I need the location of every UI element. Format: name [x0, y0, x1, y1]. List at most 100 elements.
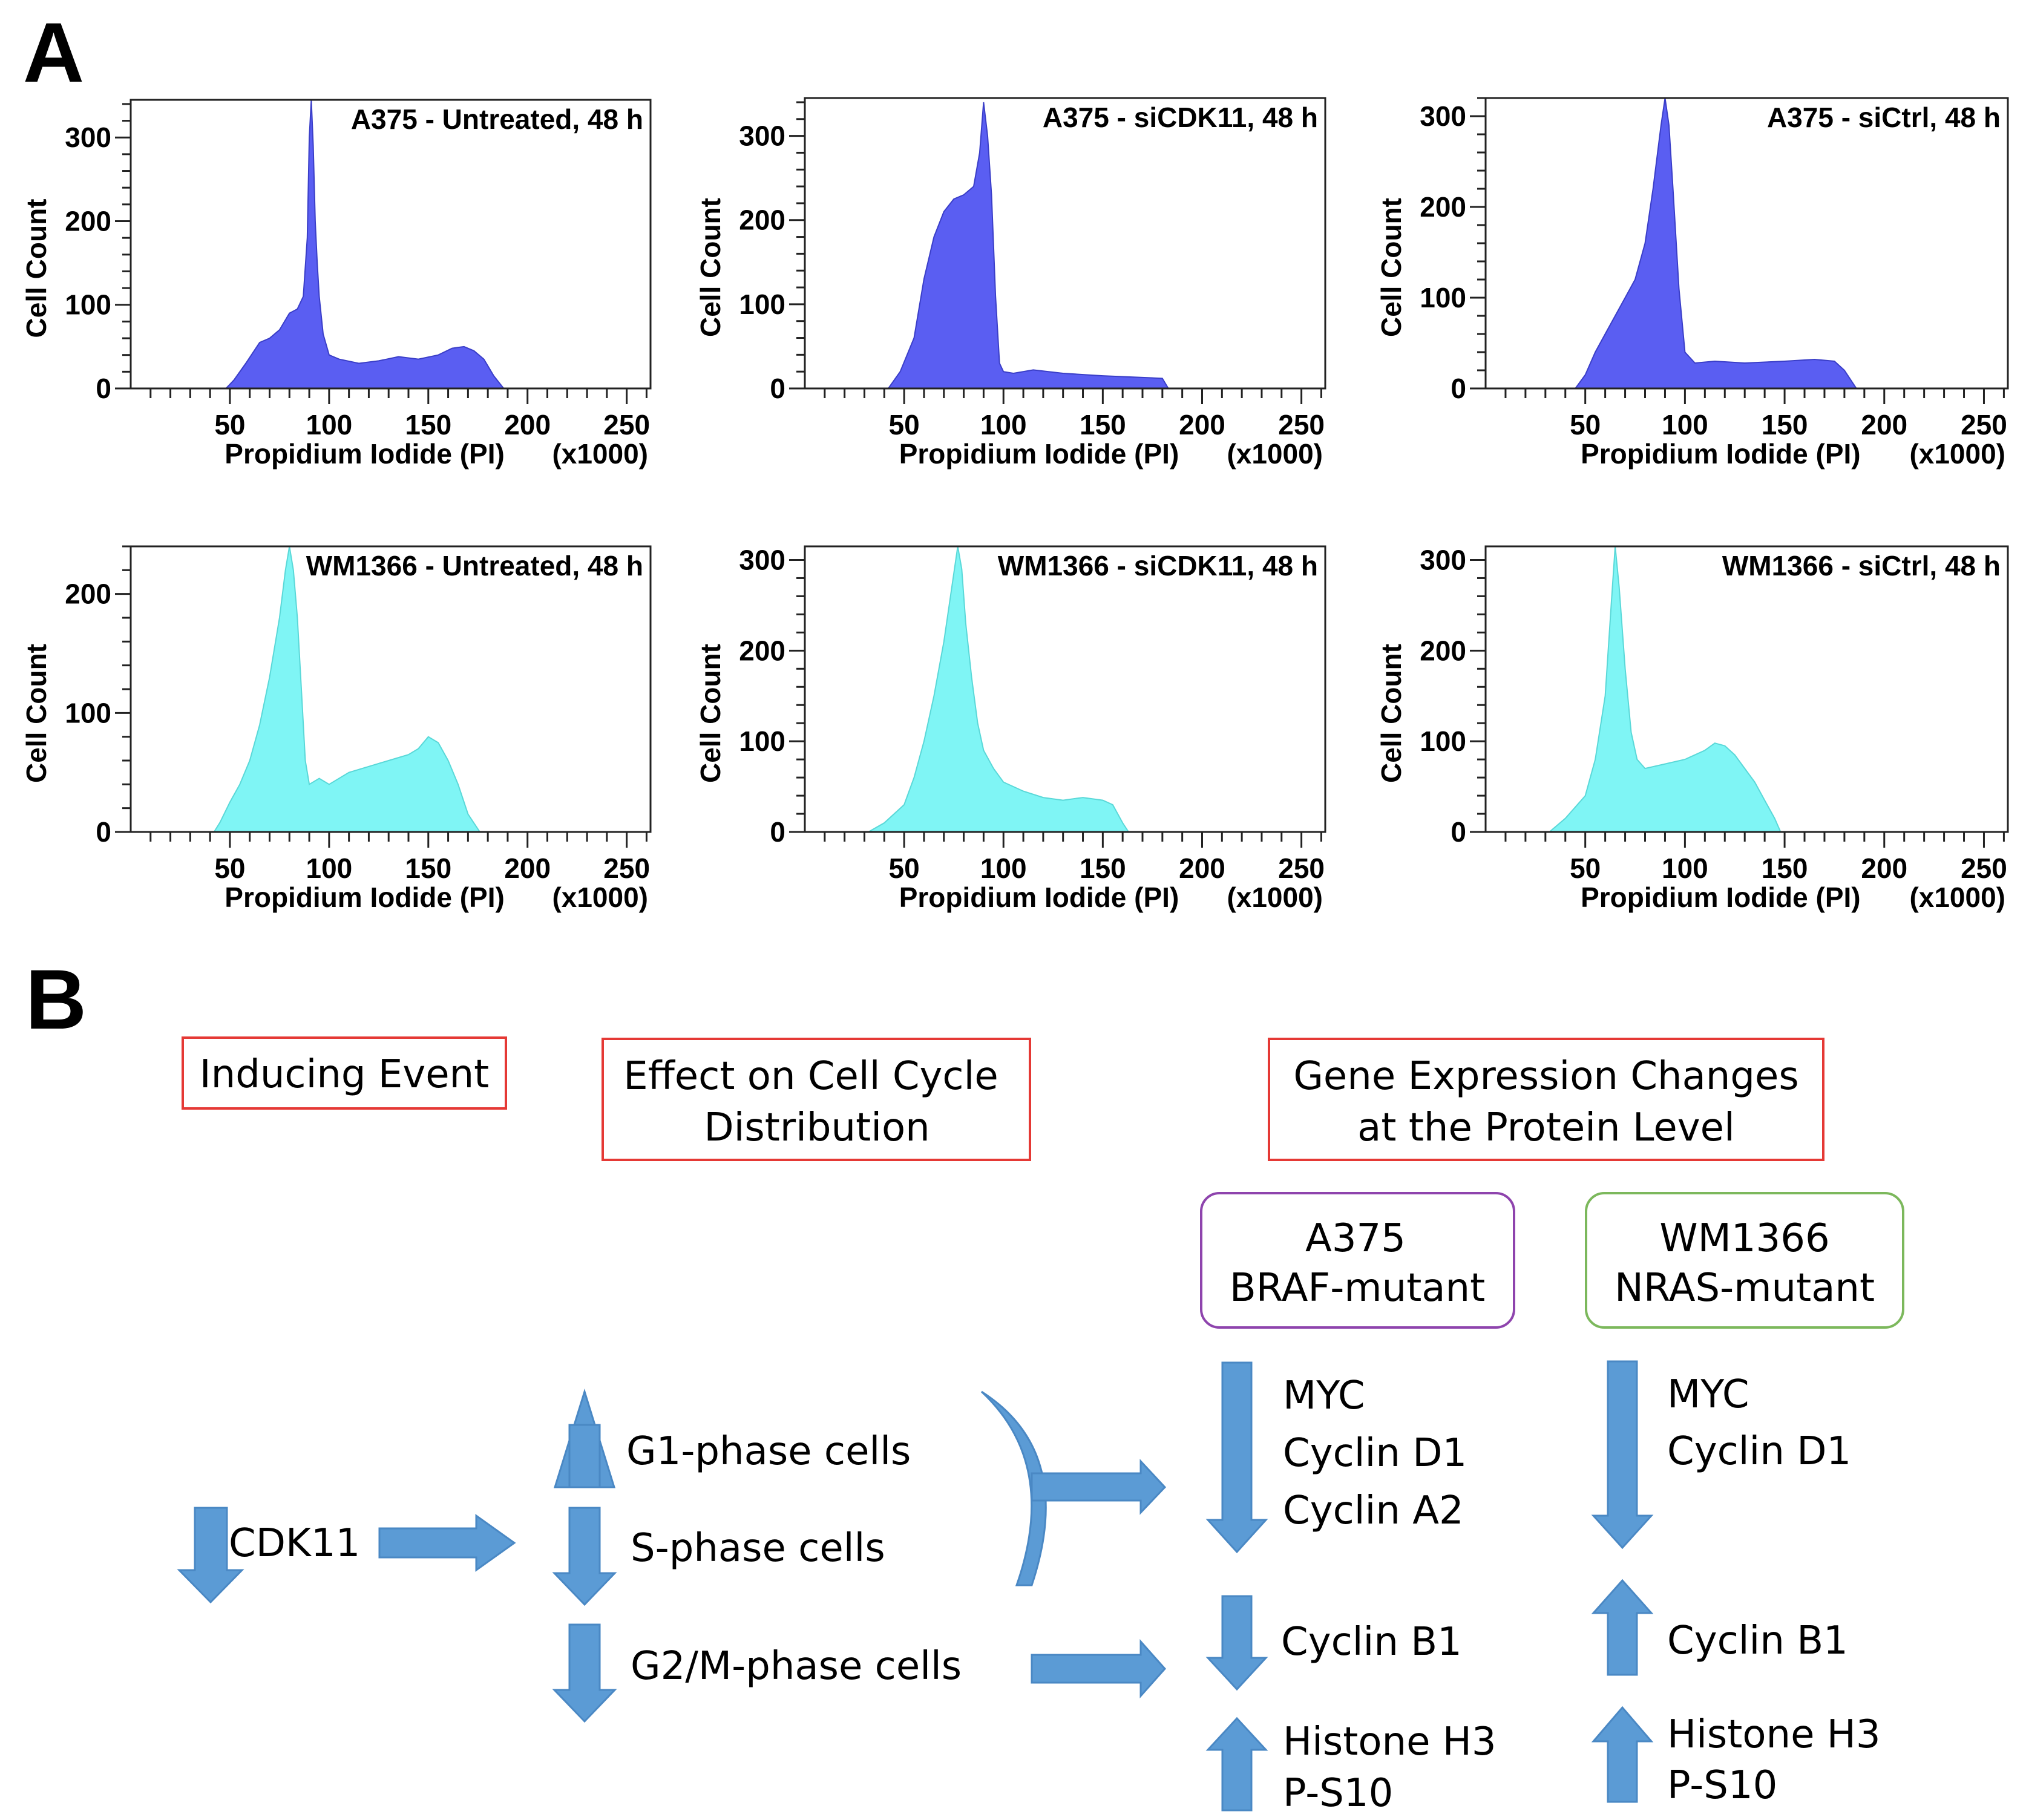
wm1366-myc-down-arrow	[1591, 1360, 1654, 1550]
g2m-down-arrow	[552, 1623, 617, 1723]
a375-myc: MYC	[1283, 1373, 1365, 1418]
wm1366-myc: MYC	[1667, 1372, 1749, 1417]
x-tick-label: 150	[1080, 409, 1126, 440]
diagram-arrows	[177, 1360, 1654, 1812]
cdk11-right-arrow	[378, 1514, 516, 1572]
x-tick-label: 100	[306, 853, 352, 884]
y-tick-label: 200	[1420, 191, 1466, 223]
y-tick-label: 100	[739, 289, 785, 320]
wm1366-cyclin-b1: Cyclin B1	[1667, 1619, 1848, 1663]
wm1366-name: WM1366	[1659, 1216, 1829, 1261]
y-axis-label: Cell Count	[1375, 198, 1407, 337]
x-tick-label: 50	[889, 853, 920, 884]
histogram-6: 50 100 150 200 250 Propidium Iodide (PI) (x100…	[1375, 544, 2009, 913]
histogram-2: 50 100 150 200 250 Propidium Iodide (PI) (x100…	[695, 97, 1326, 470]
wm1366-h3-up-arrow	[1591, 1706, 1654, 1803]
x-tick-label: 100	[1662, 409, 1708, 440]
histogram-area	[866, 546, 1129, 833]
merge-bracket	[980, 1390, 1047, 1586]
histogram-title: WM1366 - Untreated, 48 h	[306, 550, 643, 581]
y-tick-label: 300	[739, 544, 785, 575]
y-tick-label: 0	[770, 373, 785, 404]
inducing-event-box	[182, 1036, 507, 1110]
histogram-title: A375 - siCtrl, 48 h	[1767, 102, 2001, 133]
y-axis-label: Cell Count	[695, 644, 726, 783]
histogram-4: 50 100 150 200 250 Propidium Iodide (PI) (x100…	[21, 545, 652, 913]
y-tick-label: 100	[1420, 282, 1466, 313]
histogram-area	[1574, 97, 1858, 389]
diagram-headers: Inducing Event Effect on Cell Cycle Dist…	[182, 1036, 1824, 1161]
gene-expression-box	[1268, 1038, 1824, 1161]
x-tick-label: 100	[306, 409, 352, 440]
plot-frame	[1484, 97, 2009, 390]
x-tick-label: 250	[1278, 853, 1325, 884]
histogram-panels: 50 100 150 200 250 Propidium Iodide (PI) (x100…	[21, 97, 2009, 913]
diagram-labels: CDK11 G1-phase cells S-phase cells G2/M-…	[229, 1372, 1881, 1816]
y-tick-label: 0	[96, 373, 111, 404]
x-tick-label: 200	[1179, 409, 1225, 440]
x-tick-label: 150	[1080, 853, 1126, 884]
plot-frame	[804, 545, 1326, 833]
x-axis-label: Propidium Iodide (PI)	[1581, 438, 1861, 470]
x-tick-label: 150	[1762, 409, 1808, 440]
wm1366-b1-up-arrow	[1591, 1579, 1654, 1676]
x-axis-label: Propidium Iodide (PI)	[899, 882, 1179, 913]
histogram-title: WM1366 - siCtrl, 48 h	[1722, 550, 2001, 581]
plot-frame	[804, 97, 1326, 390]
a375-cyclin-d1: Cyclin D1	[1283, 1431, 1467, 1476]
x-axis-label: Propidium Iodide (PI)	[225, 438, 505, 470]
g2m-label: G2/M-phase cells	[631, 1644, 962, 1689]
x-tick-label: 250	[1961, 409, 2007, 440]
histogram-area	[1547, 546, 1782, 833]
a375-h3-up-arrow	[1205, 1717, 1268, 1812]
gene-expression-label-line1: Gene Expression Changes	[1293, 1054, 1798, 1099]
x-tick-label: 250	[1961, 853, 2007, 884]
plot-frame	[1484, 545, 2009, 833]
a375-b1-down-arrow	[1205, 1595, 1268, 1691]
gene-expression-label-line2: at the Protein Level	[1357, 1105, 1735, 1150]
inducing-event-label: Inducing Event	[200, 1052, 489, 1097]
y-tick-label: 300	[1420, 544, 1466, 575]
x-tick-label: 50	[214, 409, 245, 440]
wm1366-cyclin-d1: Cyclin D1	[1667, 1429, 1851, 1474]
y-tick-label: 200	[65, 578, 111, 610]
x-tick-label: 50	[1570, 853, 1601, 884]
cell-line-boxes: A375 BRAF-mutant WM1366 NRAS-mutant	[1200, 1192, 1904, 1329]
y-tick-label: 200	[1420, 635, 1466, 666]
x-tick-label: 200	[1861, 409, 1907, 440]
x-tick-label: 250	[603, 853, 650, 884]
y-tick-label: 300	[1420, 100, 1466, 132]
histogram-5: 50 100 150 200 250 Propidium Iodide (PI) (x100…	[695, 544, 1326, 913]
a375-type: BRAF-mutant	[1230, 1266, 1485, 1311]
x-tick-label: 200	[1179, 853, 1225, 884]
x-axis-label: Propidium Iodide (PI)	[225, 882, 505, 913]
y-axis-label: Cell Count	[21, 199, 52, 338]
a375-histone-h3: Histone H3	[1283, 1720, 1497, 1764]
y-tick-label: 100	[739, 725, 785, 757]
x-axis-unit: (x1000)	[1909, 882, 2005, 913]
y-tick-label: 100	[65, 697, 111, 728]
histogram-title: A375 - Untreated, 48 h	[351, 103, 643, 135]
effect-label-line2: Distribution	[704, 1105, 929, 1150]
x-axis-label: Propidium Iodide (PI)	[1581, 882, 1861, 913]
x-axis-label: Propidium Iodide (PI)	[899, 438, 1179, 470]
panel-label-a: A	[23, 5, 84, 100]
y-tick-label: 100	[1420, 725, 1466, 757]
histogram-title: A375 - siCDK11, 48 h	[1043, 102, 1318, 133]
x-tick-label: 200	[504, 853, 551, 884]
x-axis-unit: (x1000)	[552, 882, 648, 913]
wm1366-ps10: P-S10	[1667, 1763, 1777, 1808]
x-tick-label: 200	[1861, 853, 1907, 884]
histogram-title: WM1366 - siCDK11, 48 h	[998, 550, 1318, 581]
wm1366-box	[1585, 1192, 1904, 1329]
plot-frame	[129, 99, 652, 390]
merge-right-arrow	[1031, 1459, 1167, 1515]
x-tick-label: 50	[1570, 409, 1601, 440]
wm1366-type: NRAS-mutant	[1615, 1266, 1875, 1311]
effect-box	[602, 1038, 1031, 1161]
y-tick-label: 200	[65, 205, 111, 237]
y-tick-label: 0	[96, 816, 111, 848]
s-label: S-phase cells	[631, 1526, 885, 1571]
x-axis-unit: (x1000)	[1227, 882, 1323, 913]
